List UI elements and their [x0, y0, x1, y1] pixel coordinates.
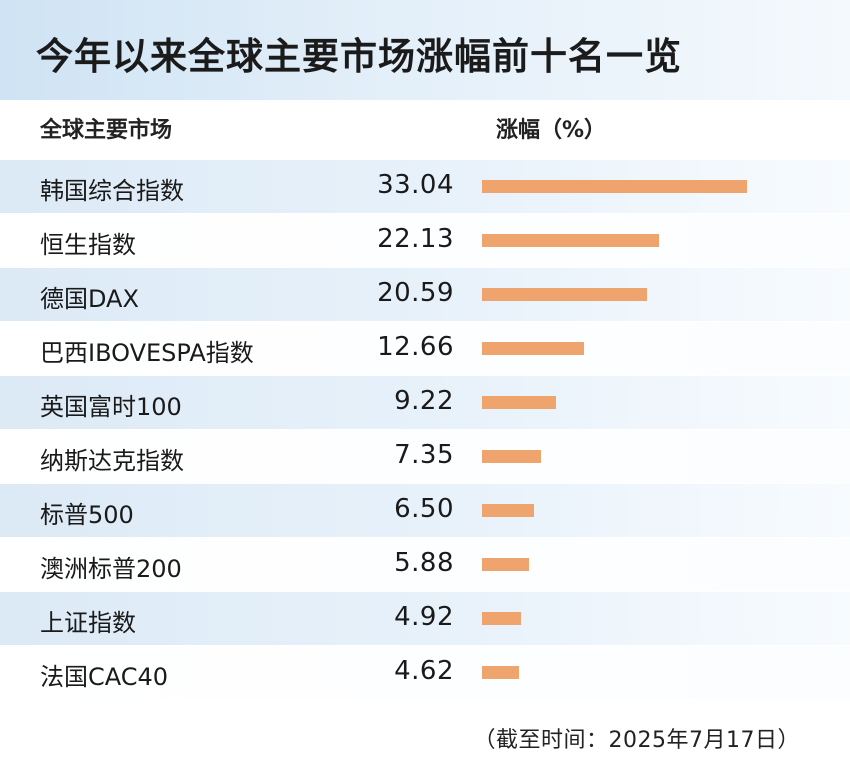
table-row: 纳斯达克指数 7.35: [0, 430, 850, 483]
data-label: 4.92: [394, 602, 454, 632]
title-band: [0, 0, 850, 100]
bar: [482, 504, 534, 517]
table-row: 法国CAC40 4.62: [0, 646, 850, 699]
bar-table: 韩国综合指数 33.04 恒生指数 22.13 德国DAX 20.59 巴西IBOVESPA…: [0, 160, 850, 700]
bar: [482, 666, 519, 679]
table-row: 巴西IBOVESPA指数 12.66: [0, 322, 850, 375]
data-label: 22.13: [377, 224, 454, 254]
category-label: 英国富时100: [40, 393, 182, 421]
column-header-change: 涨幅（%）: [496, 118, 607, 143]
table-row: 标普500 6.50: [0, 484, 850, 537]
data-label: 20.59: [377, 278, 454, 308]
bar: [482, 396, 556, 409]
category-label: 上证指数: [40, 609, 136, 637]
data-label: 7.35: [394, 440, 454, 470]
data-label: 33.04: [377, 170, 454, 200]
table-row: 澳洲标普200 5.88: [0, 538, 850, 591]
bar: [482, 234, 659, 247]
table-row: 英国富时100 9.22: [0, 376, 850, 429]
bar: [482, 450, 541, 463]
data-label: 4.62: [394, 656, 454, 686]
category-label: 恒生指数: [40, 231, 136, 259]
table-row: 韩国综合指数 33.04: [0, 160, 850, 213]
category-label: 韩国综合指数: [40, 177, 184, 205]
data-label: 5.88: [394, 548, 454, 578]
category-label: 澳洲标普200: [40, 555, 182, 583]
table-row: 上证指数 4.92: [0, 592, 850, 645]
date-note: （截至时间：2025年7月17日）: [473, 728, 800, 753]
category-label: 纳斯达克指数: [40, 447, 184, 475]
bar: [482, 612, 521, 625]
data-label: 9.22: [394, 386, 454, 416]
bar: [482, 558, 529, 571]
data-label: 6.50: [394, 494, 454, 524]
table-row: 恒生指数 22.13: [0, 214, 850, 267]
bar: [482, 180, 747, 193]
category-label: 巴西IBOVESPA指数: [40, 339, 254, 367]
bar: [482, 288, 647, 301]
category-label: 标普500: [40, 501, 134, 529]
data-label: 12.66: [377, 332, 454, 362]
category-label: 法国CAC40: [40, 663, 169, 691]
table-row: 德国DAX 20.59: [0, 268, 850, 321]
chart-title: 今年以来全球主要市场涨幅前十名一览: [36, 35, 682, 78]
column-header-market: 全球主要市场: [40, 118, 173, 143]
bar: [482, 342, 584, 355]
category-label: 德国DAX: [40, 285, 139, 313]
